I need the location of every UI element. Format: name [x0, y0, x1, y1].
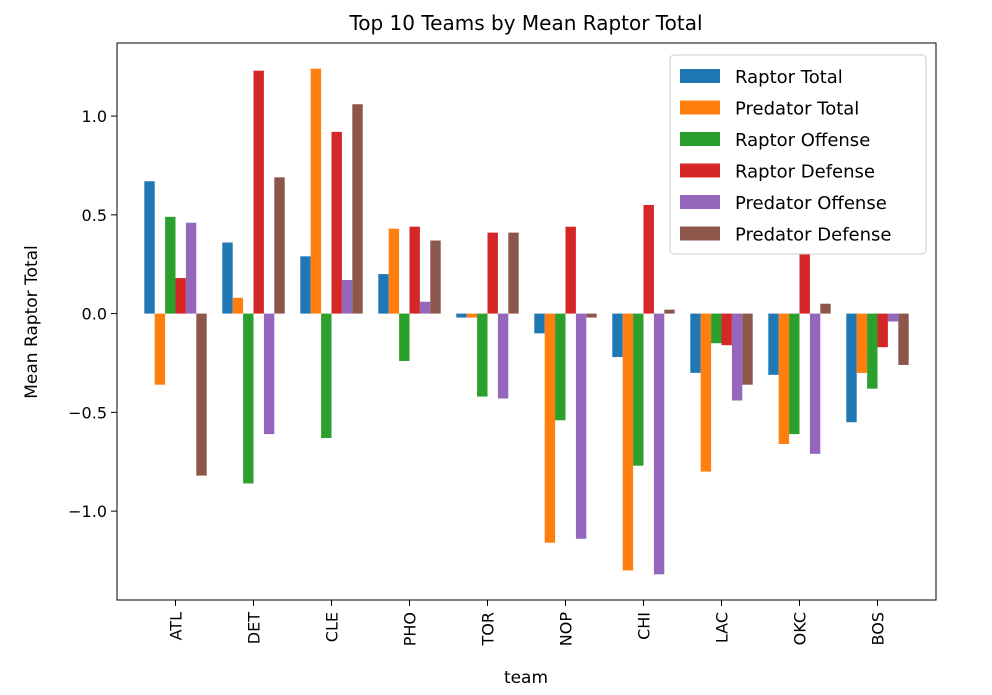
x-tick-label-okc: OKC [791, 612, 810, 645]
bar-okc-raptor-total [768, 313, 779, 375]
y-tick-label: −1.0 [68, 502, 107, 521]
legend-label-predator-offense: Predator Offense [735, 193, 887, 214]
bar-det-raptor-offense [243, 313, 254, 484]
legend: Raptor Total Predator Total Raptor Offense… [669, 54, 927, 255]
bar-pho-raptor-total [378, 274, 389, 314]
legend-label-raptor-defense: Raptor Defense [735, 162, 875, 183]
legend-swatch-raptor-offense [680, 132, 720, 146]
bar-lac-predator-defense [742, 313, 753, 385]
bar-chi-predator-defense [664, 309, 675, 314]
bar-bos-predator-total [856, 313, 868, 373]
x-tick-label-nop: NOP [557, 612, 576, 647]
bar-nop-predator-defense [586, 313, 597, 318]
x-tick-label-atl: ATL [167, 612, 186, 640]
bar-cle-predator-total [310, 68, 322, 314]
bar-tor-raptor-offense [477, 313, 488, 397]
x-tick-label-chi: CHI [635, 612, 654, 640]
bar-okc-raptor-defense [799, 254, 810, 314]
plot-frame [116, 42, 937, 601]
bar-atl-raptor-total [144, 181, 155, 314]
bar-det-raptor-total [222, 242, 233, 314]
bar-tor-predator-defense [508, 232, 519, 314]
bar-chi-raptor-defense [643, 204, 654, 314]
x-axis-label: team [504, 668, 548, 688]
legend-swatch-predator-defense [680, 226, 720, 241]
bar-lac-raptor-total [690, 313, 701, 373]
bar-cle-predator-defense [352, 104, 363, 314]
x-tick-label-pho: PHO [401, 612, 420, 646]
bar-okc-predator-defense [820, 303, 831, 314]
bar-chi-raptor-total [612, 313, 623, 358]
bar-atl-predator-offense [185, 222, 197, 314]
y-tick-label: 1.0 [82, 107, 107, 126]
bar-lac-raptor-offense [711, 313, 722, 344]
bar-bos-raptor-defense [877, 313, 888, 348]
axes-layer: 1.0 0.5 0.0 −0.5 −1.0 ATL DET CLE PHO TOR NOP CHI LA… [68, 42, 937, 647]
bar-atl-raptor-defense [175, 278, 186, 314]
legend-swatch-predator-offense [680, 195, 720, 209]
bar-atl-raptor-offense [165, 216, 176, 314]
legend-swatch-raptor-total [680, 69, 720, 83]
bar-bos-predator-offense [887, 313, 899, 322]
bar-pho-predator-total [388, 228, 400, 314]
bar-det-predator-offense [263, 313, 275, 435]
y-axis-label: Mean Raptor Total [22, 245, 42, 399]
bar-lac-raptor-defense [721, 313, 732, 346]
legend-label-raptor-offense: Raptor Offense [735, 130, 870, 151]
legend-label-predator-defense: Predator Defense [735, 225, 891, 246]
chart-title: Top 10 Teams by Mean Raptor Total [348, 11, 702, 35]
bar-cle-raptor-offense [321, 313, 332, 439]
bar-pho-predator-defense [430, 240, 441, 314]
bar-bos-raptor-offense [867, 313, 878, 389]
bar-chi-predator-offense [653, 313, 665, 575]
bar-det-raptor-defense [253, 70, 264, 314]
bar-tor-raptor-defense [487, 232, 498, 314]
bar-nop-predator-offense [575, 313, 587, 539]
bar-pho-raptor-defense [409, 226, 420, 314]
legend-label-raptor-total: Raptor Total [735, 67, 843, 88]
bar-chi-predator-total [622, 313, 634, 571]
x-tick-label-cle: CLE [323, 612, 342, 642]
bars-layer [144, 68, 909, 575]
bar-bos-raptor-total [846, 313, 857, 423]
bar-chi-raptor-offense [633, 313, 644, 466]
bar-nop-predator-total [544, 313, 556, 543]
bar-tor-predator-offense [497, 313, 509, 399]
legend-label-predator-total: Predator Total [735, 99, 859, 120]
bar-nop-raptor-offense [555, 313, 566, 421]
bar-cle-predator-offense [341, 280, 353, 314]
bar-det-predator-total [232, 297, 244, 314]
x-tick-label-tor: TOR [479, 612, 498, 646]
y-tick-label: 0.0 [82, 305, 107, 324]
bar-nop-raptor-defense [565, 226, 576, 314]
x-tick-label-det: DET [245, 612, 264, 644]
bar-nop-raptor-total [534, 313, 545, 334]
bar-det-predator-defense [274, 177, 285, 314]
y-tick-label: 0.5 [82, 206, 107, 225]
bar-bos-predator-defense [898, 313, 909, 365]
bar-okc-predator-total [778, 313, 790, 444]
bar-pho-raptor-offense [399, 313, 410, 361]
bar-okc-raptor-offense [789, 313, 800, 435]
legend-swatch-predator-total [680, 100, 720, 115]
bar-tor-predator-total [466, 313, 478, 318]
bar-tor-raptor-total [456, 313, 467, 318]
y-tick-label: −0.5 [68, 403, 107, 422]
bar-atl-predator-defense [196, 313, 207, 476]
bar-cle-raptor-total [300, 256, 311, 314]
bar-atl-predator-total [154, 313, 166, 385]
x-tick-label-bos: BOS [869, 612, 888, 645]
legend-box [669, 54, 927, 255]
bar-cle-raptor-defense [331, 131, 342, 314]
bar-pho-predator-offense [419, 301, 431, 314]
x-tick-label-lac: LAC [713, 612, 732, 643]
bar-lac-predator-total [700, 313, 712, 472]
bar-lac-predator-offense [731, 313, 743, 401]
bar-okc-predator-offense [809, 313, 821, 454]
legend-swatch-raptor-defense [680, 163, 720, 178]
